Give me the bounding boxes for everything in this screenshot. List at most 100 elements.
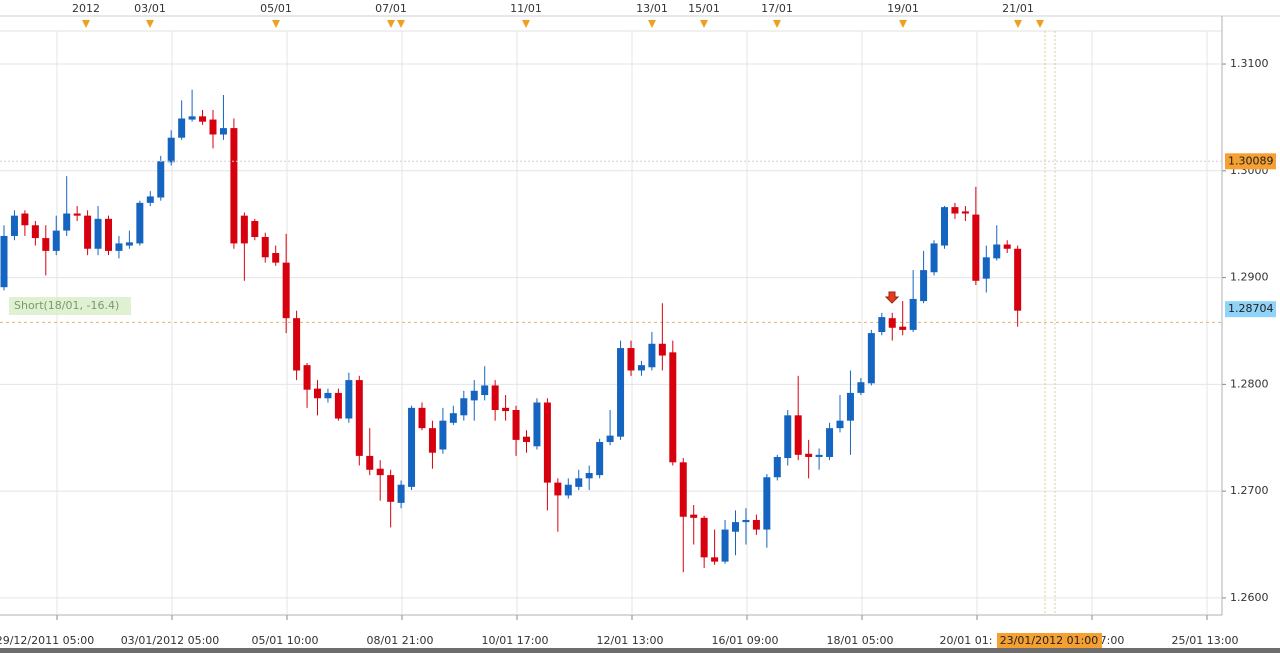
candle-body xyxy=(857,382,865,393)
candle-body xyxy=(732,522,739,532)
candle-body xyxy=(334,392,342,419)
candle-body xyxy=(439,420,447,450)
event-marker xyxy=(899,20,907,28)
candle-body xyxy=(658,343,666,356)
candle-body xyxy=(690,514,698,518)
event-marker xyxy=(387,20,395,28)
price-tag-label: 1.28704 xyxy=(1228,302,1274,315)
candle-body xyxy=(512,409,520,440)
candle-body xyxy=(920,270,928,302)
event-marker xyxy=(700,20,708,28)
candle-body xyxy=(930,243,938,273)
top-label: 05/01 xyxy=(260,2,292,15)
y-tick-label: 1.3100 xyxy=(1230,57,1269,70)
candle-body xyxy=(188,116,196,120)
x-tick-label: 03/01/2012 05:00 xyxy=(121,634,220,647)
candle-body xyxy=(230,128,238,244)
candle-body xyxy=(575,478,583,487)
candle-body xyxy=(460,398,468,416)
candle-body xyxy=(627,348,635,371)
price-tag-label: 1.30089 xyxy=(1228,154,1274,167)
candle-body xyxy=(637,365,645,371)
candle-body xyxy=(523,436,530,443)
candle-body xyxy=(711,557,719,562)
candle-body xyxy=(596,442,604,476)
candle-body xyxy=(533,402,541,447)
candle-body xyxy=(167,137,175,163)
top-label: 13/01 xyxy=(636,2,668,15)
candle-body xyxy=(42,238,50,251)
candle-body xyxy=(564,484,572,496)
event-marker xyxy=(146,20,154,28)
candle-body xyxy=(700,517,708,558)
signal-arrow xyxy=(884,291,900,304)
candle-body xyxy=(84,215,92,249)
candle-body xyxy=(261,237,269,258)
candle-body xyxy=(909,298,917,330)
x-tick-label: 25/01 13:00 xyxy=(1172,634,1239,647)
candle-body xyxy=(794,415,802,455)
candle-body xyxy=(240,215,248,244)
candle-body xyxy=(961,211,969,214)
event-marker xyxy=(1014,20,1022,28)
candle-body xyxy=(836,420,844,429)
candle-body xyxy=(125,242,133,246)
event-marker xyxy=(648,20,656,28)
candle-body xyxy=(815,454,823,457)
x-tick-label: 7:00 xyxy=(1100,634,1125,647)
candle-body xyxy=(617,348,625,437)
annotation-box xyxy=(9,297,131,315)
top-label: 21/01 xyxy=(1002,2,1034,15)
candle-body xyxy=(982,257,990,279)
candle-body xyxy=(105,218,112,251)
candle-body xyxy=(21,213,29,226)
top-label: 2012 xyxy=(72,2,100,15)
event-marker xyxy=(397,20,405,28)
candle-body xyxy=(1003,244,1011,249)
candle-body xyxy=(345,380,353,419)
x-tick-label: 20/01 01: xyxy=(940,634,993,647)
candle-body xyxy=(366,455,374,470)
candle-body xyxy=(763,477,771,530)
event-marker xyxy=(773,20,781,28)
candle-body xyxy=(585,472,593,479)
candle-body xyxy=(178,118,186,138)
candle-body xyxy=(867,333,875,384)
scroll-bar[interactable] xyxy=(0,648,1280,653)
top-label: 19/01 xyxy=(887,2,919,15)
y-tick-label: 1.2700 xyxy=(1230,484,1269,497)
candle-body xyxy=(826,428,834,457)
candle-body xyxy=(679,462,687,517)
candle-body xyxy=(428,428,436,453)
candle-body xyxy=(94,218,102,249)
candle-body xyxy=(52,230,60,251)
candle-body xyxy=(470,390,478,401)
y-tick-label: 1.2800 xyxy=(1230,377,1269,390)
candle-body xyxy=(355,380,363,456)
x-tick-label: 12/01 13:00 xyxy=(597,634,664,647)
y-tick-label: 1.2900 xyxy=(1230,271,1269,284)
candle-body xyxy=(899,326,907,330)
candle-body xyxy=(376,468,384,476)
candle-body xyxy=(10,215,18,236)
top-label: 15/01 xyxy=(688,2,720,15)
candle-body xyxy=(491,385,499,410)
event-marker xyxy=(82,20,90,28)
candle-body xyxy=(63,213,71,231)
candle-body xyxy=(502,407,510,412)
candle-body xyxy=(293,318,301,371)
cursor-label: 23/01/2012 01:00 xyxy=(1000,634,1099,647)
price-tag xyxy=(1225,153,1276,170)
candle-body xyxy=(303,365,311,390)
candle-body xyxy=(251,220,259,238)
candle-body xyxy=(993,244,1001,259)
candle-body xyxy=(752,519,760,530)
event-marker xyxy=(1036,20,1044,28)
event-marker xyxy=(522,20,530,28)
price-tag xyxy=(1225,301,1276,318)
x-tick-label: 29/12/2011 05:00 xyxy=(0,634,94,647)
top-label: 07/01 xyxy=(375,2,407,15)
candle-body xyxy=(972,214,980,281)
